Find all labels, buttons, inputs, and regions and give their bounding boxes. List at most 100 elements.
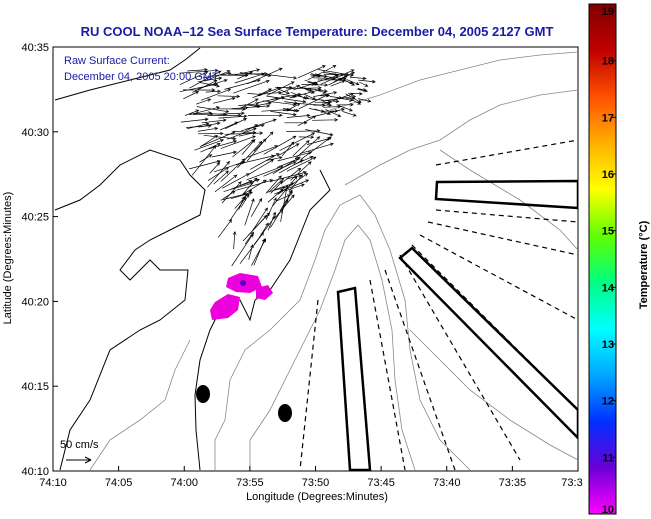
current-vector bbox=[318, 90, 327, 94]
current-vector bbox=[358, 79, 376, 84]
current-vector bbox=[195, 98, 212, 105]
y-tick-label: 40:20 bbox=[21, 296, 49, 308]
current-vector bbox=[227, 127, 257, 140]
current-vector bbox=[270, 180, 283, 194]
current-vector bbox=[320, 93, 331, 98]
current-vector bbox=[245, 123, 265, 130]
current-vector bbox=[183, 91, 200, 100]
colorbar-tick-label: 10 bbox=[602, 504, 614, 516]
current-vector bbox=[233, 79, 270, 94]
current-vector bbox=[270, 111, 297, 117]
current-vector bbox=[218, 111, 245, 116]
chart-title: RU COOL NOAA–12 Sea Surface Temperature:… bbox=[81, 24, 554, 39]
black-oval-right bbox=[278, 404, 292, 422]
current-vector bbox=[282, 108, 300, 113]
current-vector bbox=[179, 82, 219, 93]
y-tick-label: 40:30 bbox=[21, 127, 49, 139]
current-vector bbox=[277, 143, 300, 157]
current-vector bbox=[336, 97, 354, 102]
current-vector bbox=[268, 177, 285, 193]
current-vector bbox=[351, 99, 362, 105]
current-vector bbox=[327, 72, 339, 77]
current-vector bbox=[269, 170, 307, 183]
current-vector bbox=[217, 94, 241, 99]
current-vector bbox=[232, 230, 237, 250]
current-vector bbox=[222, 173, 250, 189]
current-vector bbox=[293, 94, 310, 100]
current-vector bbox=[200, 88, 232, 101]
colorbar-tick-label: 16 bbox=[602, 169, 614, 181]
current-vector bbox=[213, 160, 246, 173]
current-vector bbox=[247, 67, 283, 85]
current-vector bbox=[349, 76, 367, 81]
coastline-black bbox=[54, 149, 206, 471]
current-vector bbox=[314, 100, 332, 105]
current-vector bbox=[265, 175, 282, 194]
current-vector bbox=[250, 153, 280, 170]
current-vector bbox=[305, 129, 334, 137]
current-vector bbox=[286, 174, 303, 180]
current-vector bbox=[263, 161, 297, 177]
x-tick-label: 74:05 bbox=[105, 477, 133, 489]
current-vector bbox=[263, 135, 297, 155]
x-tick-label: 74:10 bbox=[39, 477, 67, 489]
x-tick-label: 73:35 bbox=[499, 477, 527, 489]
current-vector bbox=[279, 89, 290, 95]
current-vector bbox=[298, 86, 313, 92]
current-vector bbox=[357, 98, 372, 103]
y-tick-label: 40:35 bbox=[21, 42, 49, 54]
current-vector bbox=[345, 96, 356, 101]
current-label-line1: Raw Surface Current: bbox=[64, 55, 170, 67]
current-vector bbox=[179, 71, 209, 85]
current-vectors bbox=[179, 65, 376, 267]
current-vector bbox=[280, 167, 302, 184]
current-vector bbox=[190, 111, 213, 115]
y-axis-label: Latitude (Degrees:Minutes) bbox=[2, 192, 14, 325]
current-vector bbox=[213, 170, 229, 185]
current-vector bbox=[238, 131, 257, 137]
current-vector bbox=[277, 173, 309, 195]
current-vector bbox=[279, 132, 316, 151]
current-vector bbox=[207, 160, 231, 188]
y-tick-label: 40:15 bbox=[21, 381, 49, 393]
colorbar-tick-label: 15 bbox=[602, 226, 614, 238]
current-label-line2: December 04, 2005 20:00 GMT bbox=[64, 71, 219, 83]
colorbar-tick-label: 17 bbox=[602, 112, 614, 124]
scale-arrow bbox=[66, 456, 92, 464]
bathymetry-contour-1 bbox=[214, 194, 471, 471]
current-vector bbox=[256, 88, 272, 97]
current-vector bbox=[329, 96, 343, 100]
current-vector bbox=[328, 75, 348, 86]
current-vector bbox=[325, 108, 342, 118]
current-vector bbox=[262, 100, 297, 107]
current-vector bbox=[218, 114, 248, 119]
current-vector bbox=[201, 118, 227, 124]
current-vector bbox=[179, 68, 219, 74]
coastline-north bbox=[54, 47, 201, 101]
current-vector bbox=[234, 72, 266, 84]
current-vector bbox=[277, 151, 313, 162]
current-vector bbox=[248, 244, 254, 260]
current-vector bbox=[186, 124, 212, 128]
current-vector bbox=[180, 117, 209, 123]
current-vector bbox=[279, 190, 293, 212]
current-vector bbox=[286, 156, 317, 172]
current-vector bbox=[297, 65, 326, 79]
colorbar-tick-label: 14 bbox=[602, 282, 615, 294]
current-vector bbox=[292, 140, 310, 157]
current-vector bbox=[312, 76, 336, 81]
current-vector bbox=[237, 140, 263, 169]
bathymetry-contour-2 bbox=[249, 224, 416, 471]
x-tick-label: 73:45 bbox=[367, 477, 395, 489]
current-vector bbox=[265, 197, 277, 220]
current-vector bbox=[197, 126, 219, 132]
y-axis-ticks: 40:10 40:15 40:20 40:25 40:30 40:35 bbox=[21, 42, 58, 478]
bathymetry-contour-3 bbox=[344, 89, 578, 186]
current-vector bbox=[238, 196, 245, 210]
current-vector bbox=[208, 140, 238, 150]
current-vector bbox=[211, 150, 237, 158]
current-vector bbox=[246, 145, 279, 158]
current-vector bbox=[187, 68, 208, 72]
y-tick-label: 40:10 bbox=[21, 466, 49, 478]
